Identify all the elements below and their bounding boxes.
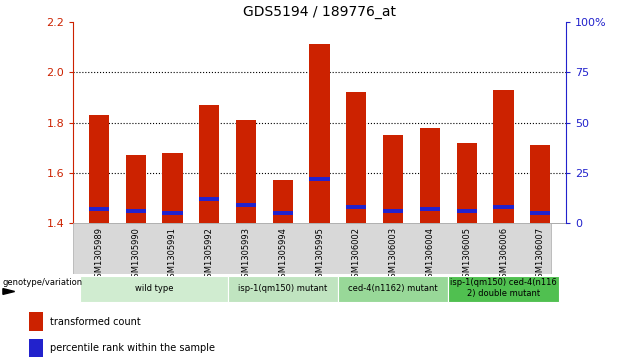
Text: wild type: wild type (135, 284, 174, 293)
Polygon shape (3, 289, 15, 294)
Bar (457, 143, 477, 223)
Bar (162, 211, 183, 215)
Bar (420, 207, 440, 211)
Bar (383, 135, 403, 223)
Bar (29, 339, 43, 357)
Text: GSM1305990: GSM1305990 (131, 227, 140, 283)
Bar (81, 276, 228, 302)
Bar (346, 92, 366, 223)
Bar (89, 207, 109, 211)
Bar (448, 276, 558, 302)
Bar (273, 211, 293, 215)
Bar (310, 44, 329, 223)
Bar (530, 145, 550, 223)
Text: GSM1306004: GSM1306004 (425, 227, 434, 283)
Title: GDS5194 / 189776_at: GDS5194 / 189776_at (243, 5, 396, 19)
Text: GSM1306006: GSM1306006 (499, 227, 508, 284)
Bar (346, 205, 366, 209)
Text: isp-1(qm150) mutant: isp-1(qm150) mutant (238, 284, 328, 293)
Bar (420, 127, 440, 223)
Text: GSM1306003: GSM1306003 (389, 227, 398, 284)
Bar (457, 209, 477, 213)
Bar (29, 313, 43, 331)
Text: percentile rank within the sample: percentile rank within the sample (50, 343, 215, 353)
Bar (273, 180, 293, 223)
Bar (125, 155, 146, 223)
Text: isp-1(qm150) ced-4(n116
2) double mutant: isp-1(qm150) ced-4(n116 2) double mutant (450, 278, 557, 298)
Bar (236, 120, 256, 223)
Text: transformed count: transformed count (50, 317, 141, 327)
Bar (494, 205, 514, 209)
Text: GSM1305994: GSM1305994 (279, 227, 287, 283)
Text: GSM1305989: GSM1305989 (94, 227, 104, 283)
Text: GSM1306007: GSM1306007 (536, 227, 545, 284)
Bar (162, 153, 183, 223)
Text: GSM1305992: GSM1305992 (205, 227, 214, 283)
Bar (494, 90, 514, 223)
Text: genotype/variation: genotype/variation (3, 278, 83, 287)
Bar (199, 105, 219, 223)
Bar (383, 209, 403, 213)
Bar (338, 276, 448, 302)
Text: GSM1305993: GSM1305993 (242, 227, 251, 283)
Bar (89, 115, 109, 223)
Bar (228, 276, 338, 302)
Text: GSM1306005: GSM1306005 (462, 227, 471, 283)
Text: ced-4(n1162) mutant: ced-4(n1162) mutant (349, 284, 438, 293)
Bar (530, 211, 550, 215)
Bar (125, 209, 146, 213)
Text: GSM1305991: GSM1305991 (168, 227, 177, 283)
Text: GSM1305995: GSM1305995 (315, 227, 324, 283)
Text: GSM1306002: GSM1306002 (352, 227, 361, 283)
Bar (236, 203, 256, 207)
Bar (199, 197, 219, 201)
Bar (310, 177, 329, 181)
